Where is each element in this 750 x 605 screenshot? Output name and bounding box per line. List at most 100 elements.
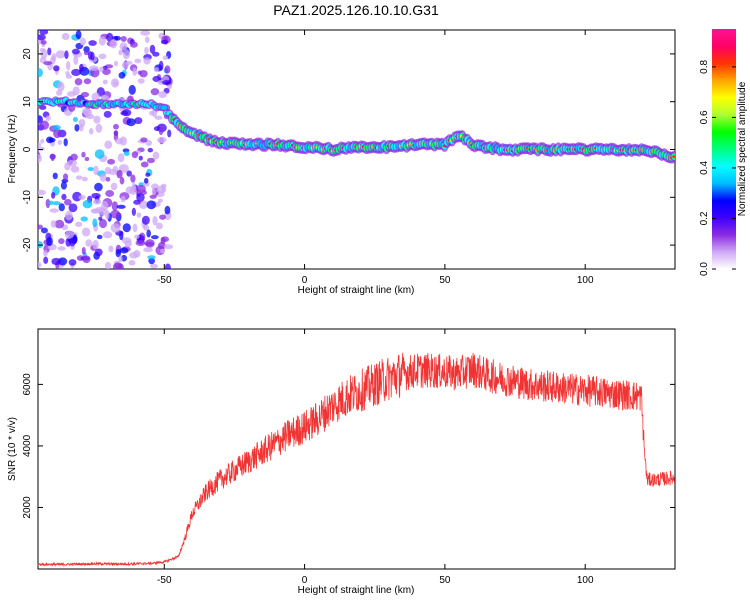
spectrogram-noise-cell (83, 46, 90, 53)
snr-frame (37, 328, 676, 570)
spectrogram-noise-cell (146, 157, 155, 164)
spectrogram-noise-cell (57, 81, 65, 92)
spectrogram-noise-cell (85, 239, 93, 247)
spectrogram-noise-cell (82, 199, 93, 209)
spectrogram-noise-cell (116, 169, 123, 179)
spectrogram-noise-cell (50, 153, 55, 162)
spectrogram-noise-cell (143, 247, 153, 253)
spectrogram-noise-cell (99, 173, 107, 182)
spectrogram-noise-cell (111, 201, 118, 211)
spectrogram-noise-cell (103, 110, 112, 118)
spectrogram-noise-cell (144, 36, 150, 43)
spectrogram-noise-cell (130, 174, 136, 183)
spectrogram-noise-cell (113, 123, 119, 130)
spectrogram-noise-cell (38, 146, 45, 151)
spectrogram-noise-cell (81, 227, 91, 237)
spectrogram-noise-cell (160, 237, 166, 244)
spectrogram-noise-cell (51, 192, 56, 199)
spectrogram-noise-cell (157, 136, 167, 144)
spectrogram-noise-cell (138, 200, 148, 209)
spectrogram-noise-cell (162, 55, 169, 60)
spectrogram-noise-cell (167, 129, 172, 138)
spectrogram-noise-cell (85, 113, 95, 120)
spectrogram-noise-cell (112, 81, 119, 86)
spectrogram-noise-cell (39, 30, 49, 35)
spectrogram-noise-cell (45, 115, 51, 121)
spectrogram-noise-cell (58, 238, 65, 245)
spectrogram-noise-cell (82, 255, 91, 264)
spectrogram-noise-cell (121, 61, 129, 69)
spectrogram-noise-cell (157, 198, 163, 203)
spectrogram-noise-cell (43, 249, 48, 257)
spectrogram-noise-cell (154, 115, 163, 120)
spectrogram-noise-cell (78, 194, 86, 200)
spectrogram-noise-cell (38, 262, 42, 268)
spectrogram-noise-cell (140, 161, 149, 168)
spectrogram-noise-cell (84, 156, 90, 162)
spectrogram-noise-cell (52, 201, 61, 206)
spectrogram-noise-cell (110, 209, 120, 219)
spectrogram-noise-cell (38, 142, 42, 147)
spectrogram-noise-cell (47, 47, 52, 56)
spectrogram-noise-cell (141, 215, 150, 225)
snr-x-tick-label: -50 (157, 575, 172, 586)
spectrogram-noise-cell (136, 212, 142, 218)
spectrogram-noise-cell (53, 65, 60, 72)
spectrogram-y-tick-label: 10 (22, 96, 33, 108)
spectrogram-noise-cell (96, 234, 103, 240)
spectrogram-noise-cell (55, 50, 66, 59)
spectrogram-noise-cell (148, 257, 155, 265)
spectrogram-noise-cell (133, 249, 141, 258)
spectrogram-noise-cell (98, 218, 108, 229)
spectrogram-noise-cell (149, 44, 156, 54)
spectrogram-noise-cell (67, 159, 78, 167)
spectrogram-noise-cell (164, 205, 171, 215)
spectrogram-noise-cell (79, 63, 84, 72)
spectrogram-noise-cell (43, 256, 49, 264)
spectrogram-noise-cell (160, 248, 165, 254)
snr-marks (37, 352, 676, 568)
snr-series-line (37, 352, 676, 568)
spectrogram-noise-cell (75, 175, 83, 180)
snr-x-tick-label: 100 (577, 575, 594, 586)
spectrogram-noise-cell (110, 182, 118, 191)
spectrogram-noise-cell (98, 36, 106, 46)
spectrogram-noise-cell (136, 184, 146, 194)
spectrogram-noise-cell (155, 222, 163, 230)
snr-y-tick-label: 4000 (22, 434, 33, 457)
spectrogram-noise-cell (52, 124, 61, 131)
spectrogram-noise-cell (88, 128, 94, 135)
spectrogram-noise-cell (63, 138, 68, 147)
spectrogram-noise-cell (102, 79, 108, 85)
spectrogram-noise-cell (87, 51, 93, 60)
spectrogram-x-tick-label: 0 (302, 275, 308, 286)
spectrogram-noise-cell (134, 117, 143, 125)
spectrogram-noise-cell (38, 224, 43, 230)
spectrogram-noise-cell (143, 57, 151, 65)
spectrogram-y-tick-label: 0 (22, 146, 33, 152)
spectrogram-noise-cell (142, 181, 150, 187)
spectrogram-noise-cell (119, 247, 129, 254)
spectrogram-noise-cell (92, 199, 102, 205)
spectrogram-noise-cell (164, 263, 171, 269)
spectrogram-noise-cell (54, 219, 65, 229)
snr-x-tick-label: 50 (439, 575, 451, 586)
spectrogram-noise-cell (68, 259, 77, 266)
spectrogram-noise-cell (136, 192, 145, 202)
spectrogram-noise-cell (118, 255, 123, 263)
spectrogram-noise-cell (162, 80, 172, 86)
spectrogram-noise-cell (91, 208, 98, 214)
spectrogram-noise-cell (102, 231, 113, 239)
spectrogram-noise-cell (40, 138, 45, 144)
spectrogram-noise-cell (122, 223, 131, 233)
spectrogram-noise-cell (129, 41, 138, 48)
snr-axes: -50 0 50 100 2000 4000 6000 (22, 329, 675, 586)
spectrogram-noise-cell (52, 172, 58, 180)
spectrogram-noise-cell (61, 32, 70, 41)
spectrogram-noise-cell (93, 115, 101, 124)
spectrogram-noise-cell (64, 50, 69, 60)
spectrogram-noise-cell (75, 30, 82, 40)
spectrogram-noise-cell (38, 189, 46, 196)
spectrogram-noise-cell (70, 153, 78, 161)
